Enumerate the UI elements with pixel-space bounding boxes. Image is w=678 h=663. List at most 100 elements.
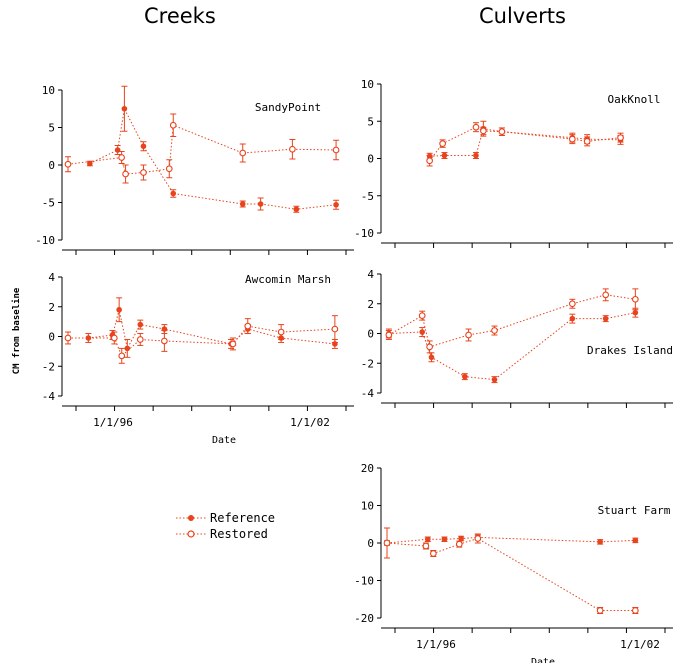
- oakknoll-restored-point: [439, 140, 446, 147]
- awcomin-restored-point: [110, 334, 118, 342]
- drakes-y-tick-label: 2: [367, 298, 374, 311]
- awcomin-x-tick-label: 1/1/02: [290, 416, 330, 429]
- legend-label-restored: Restored: [210, 527, 268, 541]
- drakes-restored-point: [631, 295, 639, 303]
- oakknoll-y-tick-label: 0: [367, 153, 374, 166]
- drakes-restored-point: [602, 291, 610, 299]
- oakknoll-restored-point: [568, 135, 576, 143]
- drakes-y-tick-label: -2: [361, 357, 374, 370]
- sandypoint-y-tick-label: 0: [48, 159, 55, 172]
- y-axis-label: CM from baseline: [11, 287, 22, 374]
- sandypoint-reference-point: [333, 201, 339, 208]
- sandypoint-title: SandyPoint: [255, 101, 321, 114]
- drakes-reference-point: [462, 373, 468, 380]
- sandypoint-y-tick-label: 10: [42, 84, 55, 97]
- oakknoll-restored-point: [617, 134, 624, 141]
- drakes-restored-point: [426, 343, 433, 351]
- awcomin-title: Awcomin Marsh: [245, 273, 331, 286]
- awcomin-open-series-line: [68, 325, 335, 357]
- awcomin-restored-point: [244, 322, 252, 330]
- awcomin-y-tick-label: 2: [48, 301, 55, 314]
- stuart-y-tick-label: -10: [354, 575, 374, 588]
- drakes-reference-point: [419, 329, 426, 335]
- legend-item-reference: Reference: [176, 510, 275, 526]
- stuart-restored-point: [383, 539, 391, 547]
- sandypoint-restored-point: [169, 121, 177, 129]
- oakknoll-restored-point: [472, 123, 480, 131]
- drakes-reference-point: [602, 315, 609, 322]
- oakknoll-restored-point: [480, 127, 487, 135]
- oakknoll-y-tick-label: 10: [361, 78, 374, 91]
- drakes-open-series-line: [388, 294, 636, 348]
- awcomin-restored-point: [118, 352, 126, 360]
- drakes-restored-point: [465, 331, 472, 339]
- awcomin-restored-point: [161, 337, 168, 345]
- drakes-title: Drakes Island: [587, 344, 673, 357]
- stuart-title: Stuart Farm: [598, 504, 671, 517]
- awcomin-y-tick-label: -2: [42, 360, 55, 373]
- drakes-y-tick-label: 4: [367, 268, 374, 281]
- sandypoint-reference-point: [239, 201, 246, 207]
- culverts-heading: Culverts: [479, 4, 566, 28]
- drakes-restored-point: [385, 331, 393, 339]
- awcomin-reference-point: [85, 335, 92, 341]
- sandypoint-restored-point: [64, 160, 72, 168]
- stuart-restored-point: [596, 607, 604, 614]
- awcomin-reference-point: [116, 306, 122, 313]
- stuart-restored-point: [474, 535, 482, 542]
- stuart-y-tick-label: 20: [361, 462, 374, 475]
- oakknoll-y-tick-label: -10: [354, 227, 374, 240]
- legend: Reference Restored: [176, 510, 275, 542]
- drakes-reference-point: [428, 354, 435, 361]
- sandypoint-reference-point: [170, 190, 177, 197]
- sandypoint-restored-point: [122, 170, 129, 178]
- sandypoint-restored-point: [289, 145, 296, 153]
- drakes-restored-point: [418, 312, 426, 320]
- sandypoint-reference-point: [140, 143, 147, 150]
- sandypoint-y-tick-label: -5: [42, 197, 55, 210]
- drakes-restored-point: [491, 327, 498, 334]
- sandypoint-restored-point: [140, 169, 147, 176]
- oakknoll-y-tick-label: -5: [361, 190, 374, 203]
- sandypoint-y-tick-label: 5: [48, 122, 55, 135]
- stuart-y-tick-label: -20: [354, 612, 374, 625]
- stuart-reference-point: [597, 539, 603, 545]
- stuart-x-tick-label: 1/1/02: [620, 638, 660, 651]
- awcomin-restored-point: [229, 340, 237, 348]
- restored-marker-icon: [176, 530, 206, 538]
- awcomin-restored-point: [64, 334, 72, 342]
- drakes-reference-point: [569, 315, 576, 322]
- oakknoll-restored-point: [583, 138, 591, 145]
- awcomin-x-tick-label: 1/1/96: [93, 416, 133, 429]
- oakknoll-restored-point: [498, 128, 506, 136]
- stuart-restored-point: [429, 550, 437, 557]
- drakes-reference-point: [491, 376, 498, 383]
- stuart-restored-point: [455, 540, 463, 548]
- sandypoint-open-series-line: [67, 124, 337, 175]
- awcomin-filled-series-line: [88, 309, 335, 350]
- oakknoll-title: OakKnoll: [608, 93, 661, 106]
- awcomin-reference-point: [124, 345, 131, 352]
- sandypoint-reference-point: [257, 201, 264, 207]
- oakknoll-y-tick-label: 5: [367, 115, 374, 128]
- stuart-restored-point: [422, 542, 430, 550]
- creeks-heading: Creeks: [144, 4, 216, 28]
- sandypoint-restored-point: [239, 149, 247, 157]
- stuart-y-tick-label: 0: [367, 537, 374, 550]
- drakes-y-tick-label: -4: [361, 387, 375, 400]
- drakes-reference-point: [632, 309, 639, 316]
- sandypoint-reference-point: [293, 206, 300, 213]
- sandypoint-y-tick-label: -10: [35, 234, 55, 247]
- reference-marker-icon: [176, 515, 206, 521]
- awcomin-x-axis-label: Date: [212, 435, 236, 446]
- stuart-restored-point: [631, 607, 639, 614]
- sandypoint-restored-point: [165, 165, 173, 173]
- awcomin-restored-point: [136, 336, 144, 343]
- sandypoint-reference-point: [87, 160, 93, 167]
- stuart-reference-point: [441, 536, 448, 543]
- sandypoint-restored-point: [118, 154, 125, 161]
- oakknoll-restored-point: [426, 157, 433, 165]
- stuart-x-axis-label: Date: [531, 657, 555, 663]
- oakknoll-reference-point: [473, 152, 479, 159]
- awcomin-y-tick-label: -4: [42, 390, 56, 403]
